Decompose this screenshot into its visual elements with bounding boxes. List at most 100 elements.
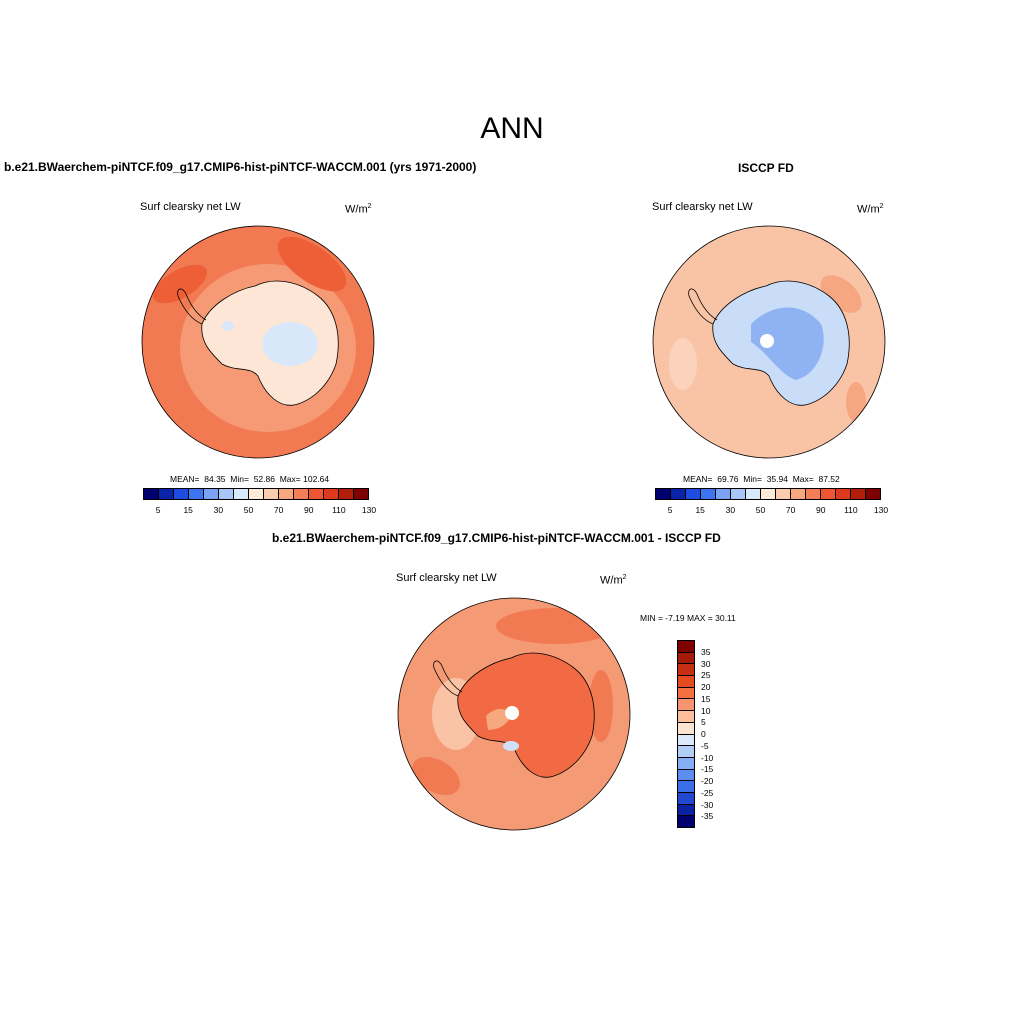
diff-colorbar-cell [678, 804, 694, 817]
diff-colorbar-tick-label: -35 [701, 811, 714, 822]
model-cold-patch [262, 322, 318, 366]
model-cold-patch-2 [222, 321, 234, 331]
diff-colorbar-tick-label: 0 [701, 729, 706, 739]
model-polar-map [141, 225, 375, 459]
diff-warm-band [496, 608, 616, 644]
obs-warm-patch-2 [846, 382, 866, 422]
obs-colorbar-cell [686, 489, 701, 499]
model-colorbar-cell [294, 489, 309, 499]
obs-colorbar-tick-label: 90 [815, 505, 826, 515]
model-colorbar-tick-label: 130 [361, 505, 377, 515]
model-colorbar-tick-label: 15 [183, 505, 193, 515]
obs-colorbar-tick-label: 110 [844, 505, 858, 515]
obs-colorbar-tick-label: 50 [755, 505, 766, 515]
model-warm-band [277, 236, 347, 292]
model-colorbar-cell [204, 489, 219, 499]
obs-colorbar [655, 488, 881, 500]
diff-colorbar [677, 640, 695, 828]
model-stats: MEAN= 84.35 Min= 52.86 Max= 102.64 [170, 474, 330, 484]
diff-colorbar-cell [678, 792, 694, 805]
diff-colorbar-tick-label: -10 [701, 752, 714, 763]
obs-colorbar-cell [776, 489, 791, 499]
obs-colorbar-tick-label: 70 [785, 505, 796, 515]
obs-colorbar-tick-label: 30 [725, 505, 736, 515]
diff-variable-label: Surf clearsky net LW [396, 572, 497, 584]
model-colorbar-cell [219, 489, 234, 499]
diff-colorbar-cell [678, 746, 694, 758]
obs-colorbar-cell [701, 489, 716, 499]
model-colorbar-cell [339, 489, 354, 499]
diff-polar-map [397, 597, 631, 831]
obs-pole-hole [760, 334, 774, 348]
obs-colorbar-cell [836, 489, 851, 499]
diff-cold-patch [503, 741, 519, 751]
model-colorbar-tick-label: 50 [243, 505, 254, 515]
figure-title: ANN [480, 112, 544, 145]
obs-colorbar-tick-label: 5 [667, 505, 673, 515]
model-colorbar-cell [234, 489, 249, 499]
model-colorbar-cell [174, 489, 189, 499]
obs-colorbar-cell [656, 489, 671, 499]
diff-peninsula [433, 660, 463, 697]
diff-colorbar-cell [678, 734, 694, 747]
obs-colorbar-tick-label: 15 [695, 505, 705, 515]
diff-colorbar-cell [678, 641, 694, 653]
model-colorbar-cell [309, 489, 324, 499]
obs-peninsula [688, 288, 718, 325]
diff-colorbar-cell [678, 676, 694, 688]
diff-colorbar-tick-label: 25 [701, 670, 711, 681]
diff-colorbar-cell [678, 652, 694, 665]
model-colorbar-tick-label: 110 [332, 505, 346, 515]
model-warm-band-2 [153, 264, 207, 304]
diff-colorbar-cell [678, 699, 694, 712]
obs-warm-patch-3 [669, 338, 697, 390]
model-colorbar-tick-label: 30 [213, 505, 224, 515]
model-colorbar-tick-label: 90 [303, 505, 314, 515]
diff-colorbar-cell [678, 722, 694, 735]
diff-colorbar-cell [678, 769, 694, 782]
model-colorbar-cell [264, 489, 279, 499]
diff-colorbar-tick-label: -20 [701, 776, 714, 786]
obs-colorbar-cell [731, 489, 746, 499]
obs-polar-map [652, 225, 886, 459]
diff-colorbar-cell [678, 711, 694, 723]
model-units-label: W/m2 [345, 203, 372, 216]
diff-colorbar-cell [678, 781, 694, 793]
diff-minmax: MIN = -7.19 MAX = 30.11 [640, 613, 736, 623]
obs-colorbar-cell [761, 489, 776, 499]
model-colorbar [143, 488, 369, 500]
diff-colorbar-cell [678, 757, 694, 770]
obs-colorbar-cell [866, 489, 880, 499]
diff-pole-hole [505, 706, 519, 720]
model-peninsula [177, 288, 207, 325]
model-variable-label: Surf clearsky net LW [140, 201, 241, 213]
model-colorbar-cell [324, 489, 339, 499]
model-colorbar-cell [144, 489, 159, 499]
diff-warm-band-2 [412, 757, 460, 795]
model-panel-title: b.e21.BWaerchem-piNTCF.f09_g17.CMIP6-his… [4, 160, 477, 174]
diff-warm-band-3 [589, 670, 613, 742]
diff-units-label: W/m2 [600, 574, 627, 587]
obs-colorbar-cell [716, 489, 731, 499]
obs-colorbar-cell [806, 489, 821, 499]
obs-colorbar-cell [671, 489, 686, 499]
obs-variable-label: Surf clearsky net LW [652, 201, 753, 213]
diff-colorbar-tick-label: -30 [701, 799, 714, 810]
diff-panel-title: b.e21.BWaerchem-piNTCF.f09_g17.CMIP6-his… [272, 531, 721, 545]
diff-colorbar-tick-label: 20 [701, 682, 711, 692]
model-colorbar-cell [249, 489, 264, 499]
obs-cold-core [751, 307, 824, 380]
obs-colorbar-cell [851, 489, 866, 499]
model-colorbar-cell [354, 489, 368, 499]
diff-colorbar-tick-label: -15 [701, 764, 714, 775]
diff-colorbar-cell [678, 664, 694, 677]
model-colorbar-cell [159, 489, 174, 499]
diff-colorbar-cell [678, 816, 694, 827]
obs-units-label: W/m2 [857, 203, 884, 216]
diff-colorbar-ticks: 35 30 25 20 15 10 5 0 -5 -10 -15 -20 -25 -30 -35 [677, 640, 717, 828]
obs-colorbar-cell [791, 489, 806, 499]
diff-colorbar-tick-label: -5 [701, 740, 709, 751]
diff-colorbar-cell [678, 687, 694, 700]
obs-stats: MEAN= 69.76 Min= 35.94 Max= 87.52 [683, 474, 840, 484]
model-colorbar-cell [189, 489, 204, 499]
